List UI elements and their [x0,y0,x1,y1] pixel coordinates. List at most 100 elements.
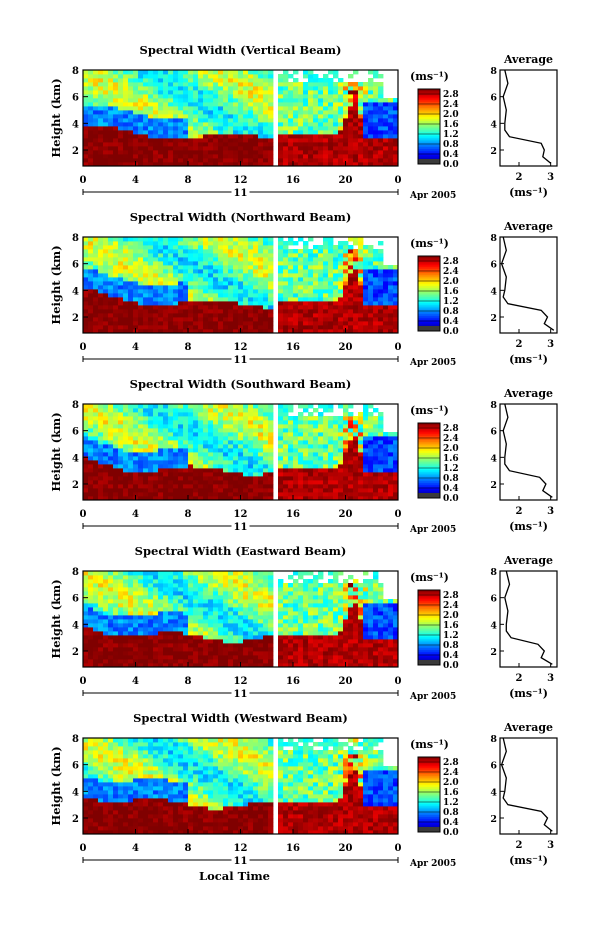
heatmap-cell [153,480,159,485]
heatmap-cell [233,82,239,87]
heatmap-cell [363,428,369,433]
heatmap-cell [143,265,149,270]
colorbar-tick-label: 1.6 [443,287,459,297]
heatmap-cell [328,456,334,461]
heatmap-cell [278,420,284,425]
heatmap-cell [248,484,254,489]
heatmap-cell [238,241,244,246]
heatmap-cell [153,158,159,163]
colorbar-step [418,269,440,272]
heatmap-cell [243,265,249,270]
heatmap-cell [343,488,349,493]
heatmap-cell [138,472,144,477]
colorbar-step [418,481,440,484]
heatmap-cell [128,257,134,262]
heatmap-cell [133,237,139,242]
heatmap-cell [98,420,104,425]
heatmap-cell [333,82,339,87]
heatmap-cell [113,265,119,270]
heatmap-cell [108,154,114,159]
heatmap-cell [128,94,134,99]
heatmap-cell [88,587,94,592]
heatmap-cell [323,265,329,270]
heatmap-cell [208,420,214,425]
heatmap-cell [93,293,99,298]
heatmap-cell [83,273,89,278]
heatmap-cell [373,94,379,99]
heatmap-cell [243,138,249,143]
heatmap-cell [153,285,159,290]
heatmap-cell [393,273,399,278]
heatmap-cell [263,150,269,155]
heatmap-cell [283,468,289,473]
heatmap-cell [368,301,374,306]
heatmap-cell [143,416,149,421]
heatmap-cell [163,424,169,429]
heatmap-cell [233,416,239,421]
heatmap-cell [323,408,329,413]
heatmap-cell [168,492,174,497]
heatmap-cell [363,126,369,131]
heatmap-cell [348,289,354,294]
heatmap-cell [153,615,159,620]
heatmap-cell [143,488,149,493]
heatmap-cell [148,627,154,632]
heatmap-cell [158,277,164,282]
colorbar-step [418,126,440,129]
heatmap-cell [303,305,309,310]
heatmap-cell [223,484,229,489]
heatmap-cell [218,102,224,107]
heatmap-cell [218,476,224,481]
heatmap-cell [213,102,219,107]
heatmap-cell [98,440,104,445]
heatmap-cell [103,245,109,250]
heatmap-cell [308,70,314,75]
heatmap-cell [178,289,184,294]
heatmap-cell [298,110,304,115]
colorbar-tick-label: 2.0 [443,444,459,454]
heatmap-cell [123,488,129,493]
heatmap-cell [198,273,204,278]
heatmap-cell [313,293,319,298]
heatmap-cell [148,460,154,465]
heatmap-cell [323,74,329,79]
heatmap-cell [328,118,334,123]
colorbar-tick-label: 0.4 [443,484,459,494]
heatmap-cell [93,273,99,278]
heatmap-cell [288,321,294,326]
heatmap-cell [308,293,314,298]
heatmap-cell [113,452,119,457]
heatmap-cell [98,301,104,306]
heatmap-cell [88,70,94,75]
heatmap-cell [348,237,354,242]
heatmap-cell [158,456,164,461]
heatmap-cell [313,456,319,461]
heatmap-cell [168,285,174,290]
heatmap-cell [358,130,364,135]
heatmap-cell [338,305,344,310]
heatmap-cell [183,496,189,501]
heatmap-cell [333,444,339,449]
heatmap-cell [153,269,159,274]
heatmap-cell [363,110,369,115]
heatmap-cell [253,142,259,147]
heatmap-cell [128,476,134,481]
heatmap-cell [363,309,369,314]
heatmap-cell [173,301,179,306]
heatmap-cell [218,261,224,266]
heatmap-cell [318,297,324,302]
heatmap-cell [323,329,329,334]
heatmap-cell [358,146,364,151]
heatmap-cell [183,150,189,155]
heatmap-cell [238,138,244,143]
heatmap-cell [183,492,189,497]
heatmap-cell [128,432,134,437]
heatmap-cell [193,146,199,151]
heatmap-cell [138,476,144,481]
heatmap-cell [233,309,239,314]
heatmap-cell [318,126,324,131]
heatmap-cell [373,74,379,79]
heatmap-cell [358,237,364,242]
heatmap-cell [333,301,339,306]
heatmap-cell [188,468,194,473]
